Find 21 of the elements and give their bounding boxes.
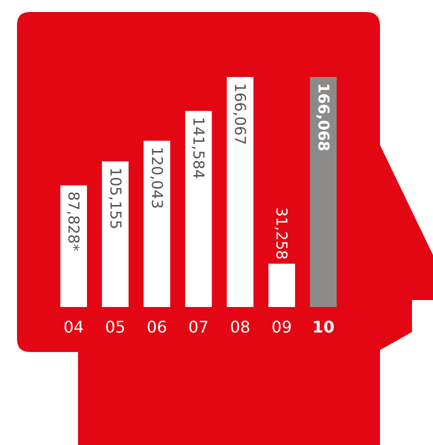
bar (144, 140, 170, 307)
bar (102, 161, 129, 307)
data-label: 166,067 (231, 83, 250, 146)
bar (60, 185, 87, 307)
data-label: 105,155 (106, 167, 124, 230)
x-tick-label: 05 (105, 318, 126, 336)
data-label: 87,828* (64, 191, 83, 252)
bar (185, 110, 212, 307)
x-tick-label: 09 (272, 318, 292, 336)
x-tick-label: 04 (63, 318, 84, 336)
bar (268, 264, 296, 307)
x-tick-label: 07 (188, 318, 209, 336)
x-tick-label: 10 (312, 318, 334, 336)
bar (226, 77, 254, 307)
bar (310, 77, 337, 307)
x-tick-label: 06 (146, 318, 168, 336)
data-label: 141,584 (190, 116, 208, 179)
data-label: 166,068 (314, 83, 332, 152)
data-label: 31,258 (272, 207, 291, 260)
x-tick-label: 08 (230, 318, 250, 336)
data-label: 120,043 (148, 146, 166, 209)
